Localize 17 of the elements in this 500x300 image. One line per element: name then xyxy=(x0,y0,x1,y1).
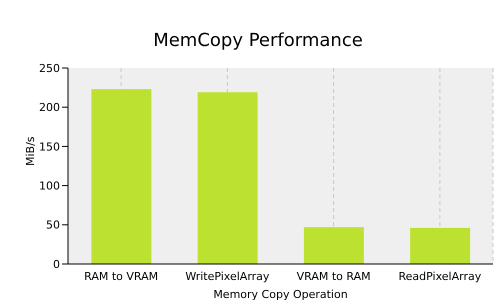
y-tick-label: 0 xyxy=(53,258,60,271)
y-tick-label: 200 xyxy=(39,101,60,114)
y-tick-label: 50 xyxy=(46,218,60,232)
bar xyxy=(304,227,364,264)
y-axis-title: MiB/s xyxy=(24,136,37,166)
chart-title: MemCopy Performance xyxy=(152,30,364,51)
x-tick-label: VRAM to RAM xyxy=(296,270,371,283)
y-tick-label: 150 xyxy=(39,140,60,154)
x-axis-title: Memory Copy Operation xyxy=(213,288,348,300)
y-tick-label: 250 xyxy=(39,62,60,75)
y-tick-label: 100 xyxy=(39,180,60,193)
x-tick-label: WritePixelArray xyxy=(185,270,270,283)
bar xyxy=(410,228,470,264)
bar xyxy=(198,92,258,264)
x-tick-label: RAM to VRAM xyxy=(84,270,158,283)
bar xyxy=(91,89,152,264)
x-tick-label: ReadPixelArray xyxy=(398,270,482,283)
